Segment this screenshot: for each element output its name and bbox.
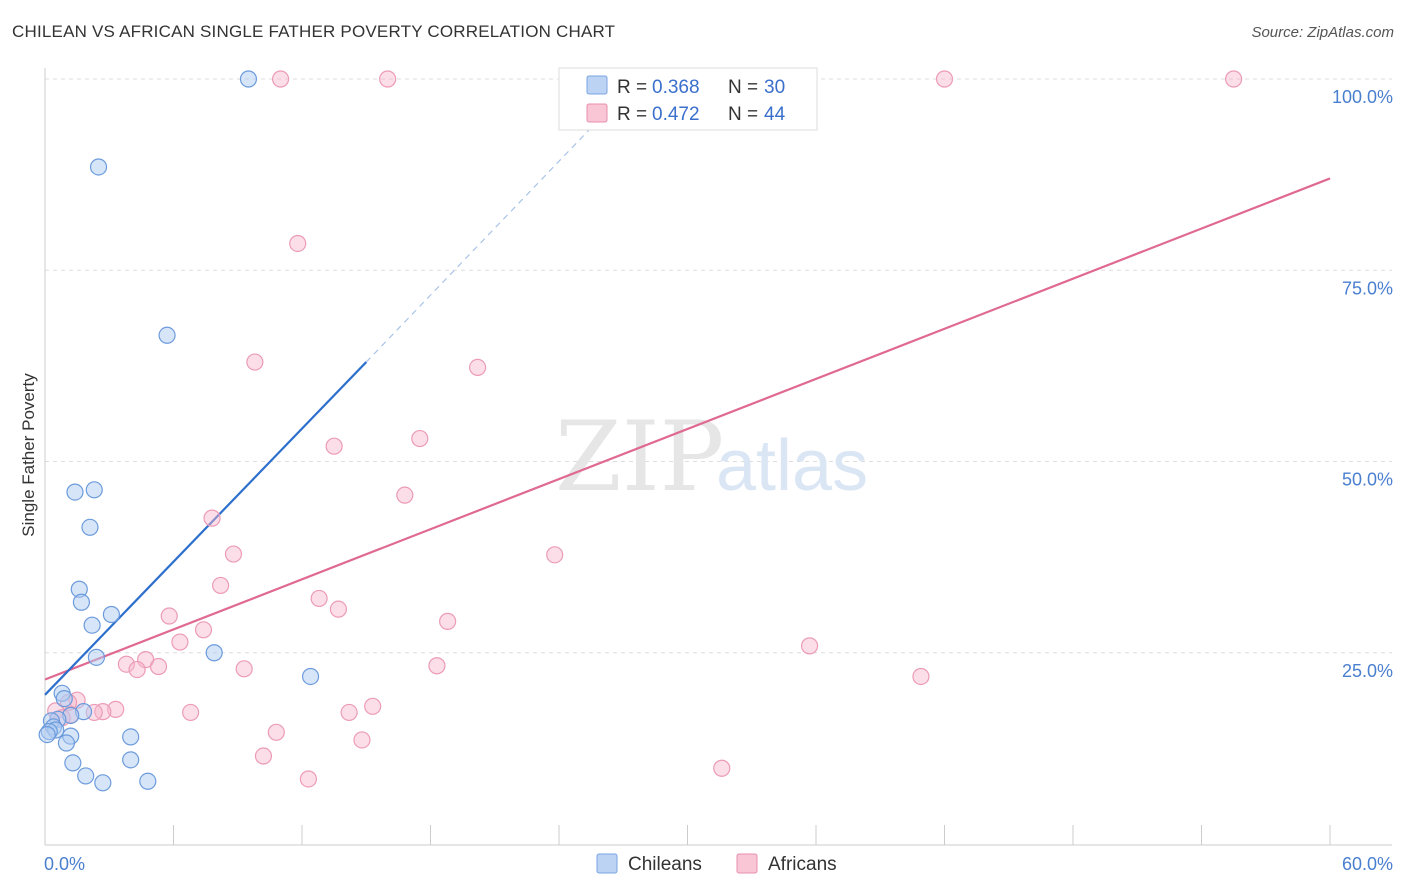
africans-point-31 [107, 700, 125, 718]
africans-point-3 [1225, 70, 1243, 88]
africans-point-23 [149, 657, 168, 676]
chileans-point-2 [158, 326, 176, 344]
africans-point-43 [299, 770, 318, 788]
africans-point-26 [128, 660, 146, 679]
x-tick-label-0: 0.0% [44, 854, 85, 874]
watermark-atlas: atlas [716, 426, 868, 506]
chileans-point-27 [122, 751, 140, 769]
chileans-point-28 [77, 767, 95, 785]
legend-r-label-africans: R = [617, 104, 647, 125]
chileans-point-4 [66, 483, 84, 501]
chileans-point-9 [83, 616, 101, 634]
africans-point-39 [267, 723, 285, 741]
chileans-point-8 [102, 605, 120, 624]
chileans-trend-line [44, 361, 368, 696]
x-tick-label-1: 60.0% [1342, 854, 1393, 874]
bottom-legend-chileans: Chileans [628, 854, 702, 875]
chileans-point-14 [55, 690, 73, 708]
chileans-point-11 [205, 644, 223, 662]
africans-point-2 [935, 70, 954, 88]
africans-point-14 [310, 589, 328, 608]
chileans-point-0 [239, 70, 258, 88]
y-axis-label: Single Father Poverty [19, 373, 38, 537]
chileans-point-10 [87, 648, 106, 666]
africans-point-5 [246, 353, 264, 371]
chileans-point-5 [81, 518, 99, 536]
africans-point-15 [329, 600, 348, 618]
watermark: ZIP atlas [555, 401, 868, 513]
africans-point-16 [160, 607, 178, 625]
axes [44, 68, 1392, 846]
africans-point-20 [800, 637, 819, 655]
bottom-legend-swatch-chileans [596, 853, 618, 874]
africans-point-22 [117, 655, 135, 673]
chileans-point-24 [122, 728, 140, 746]
y-tick-label-1: 50.0% [1342, 470, 1393, 490]
africans-point-12 [546, 546, 564, 564]
bottom-legend-swatch-africans [736, 853, 758, 874]
africans-point-41 [254, 747, 273, 765]
legend-swatch-chileans [586, 75, 608, 95]
legend-n-value-chileans: 30 [764, 77, 785, 98]
legend-r-label-chileans: R = [617, 77, 647, 98]
africans-point-33 [94, 703, 112, 721]
africans-point-35 [182, 703, 200, 722]
africans-point-19 [171, 633, 189, 651]
chileans-point-26 [64, 754, 82, 772]
africans-point-13 [212, 576, 230, 595]
y-tick-label-0: 25.0% [1342, 661, 1393, 681]
africans-point-7 [411, 429, 429, 448]
africans-point-25 [235, 660, 253, 678]
legend-r-value-africans: 0.472 [652, 104, 700, 125]
chileans-points [38, 70, 320, 792]
africans-point-17 [439, 612, 457, 630]
trend-lines [44, 120, 1331, 696]
chileans-point-29 [94, 774, 112, 792]
chileans-point-7 [72, 593, 91, 611]
chileans-point-30 [139, 772, 157, 790]
africans-point-42 [713, 759, 731, 777]
series-legend: Chileans Africans [596, 853, 837, 875]
y-tick-label-2: 75.0% [1342, 278, 1393, 298]
legend-r-value-chileans: 0.368 [652, 77, 700, 98]
watermark-zip: ZIP [555, 401, 724, 513]
africans-point-40 [353, 731, 371, 749]
chileans-trend-extension [365, 120, 598, 363]
chileans-point-3 [85, 481, 103, 499]
africans-point-30 [364, 697, 382, 715]
africans-point-8 [325, 437, 343, 455]
africans-point-11 [224, 545, 243, 563]
legend-swatch-africans [586, 103, 608, 123]
grid-lines [45, 78, 1392, 654]
africans-point-0 [271, 70, 290, 88]
africans-point-24 [428, 657, 446, 675]
chart-source: Source: ZipAtlas.com [1251, 24, 1394, 41]
chileans-point-1 [89, 158, 108, 176]
africans-point-10 [203, 509, 221, 527]
chileans-point-22 [38, 726, 56, 744]
africans-point-4 [289, 234, 307, 253]
africans-point-9 [396, 486, 414, 504]
legend-n-label-chileans: N = [728, 77, 758, 98]
africans-point-18 [194, 621, 213, 639]
africans-point-36 [340, 703, 358, 722]
legend-n-label-africans: N = [728, 104, 758, 125]
africans-point-6 [469, 358, 487, 377]
africans-point-1 [379, 70, 397, 88]
bottom-legend-africans: Africans [768, 854, 837, 875]
africans-point-27 [912, 667, 930, 686]
correlation-legend: R = 0.368 N = 30 R = 0.472 N = 44 [558, 67, 818, 131]
legend-n-value-africans: 44 [764, 104, 786, 125]
chileans-point-12 [301, 667, 320, 686]
africans-trend-line [44, 177, 1331, 681]
chileans-point-25 [57, 734, 76, 752]
tick-labels: 25.0% 50.0% 75.0% 100.0% 0.0% 60.0% [44, 87, 1393, 874]
y-tick-label-3: 100.0% [1332, 87, 1393, 107]
chart-title: CHILEAN VS AFRICAN SINGLE FATHER POVERTY… [12, 22, 616, 41]
